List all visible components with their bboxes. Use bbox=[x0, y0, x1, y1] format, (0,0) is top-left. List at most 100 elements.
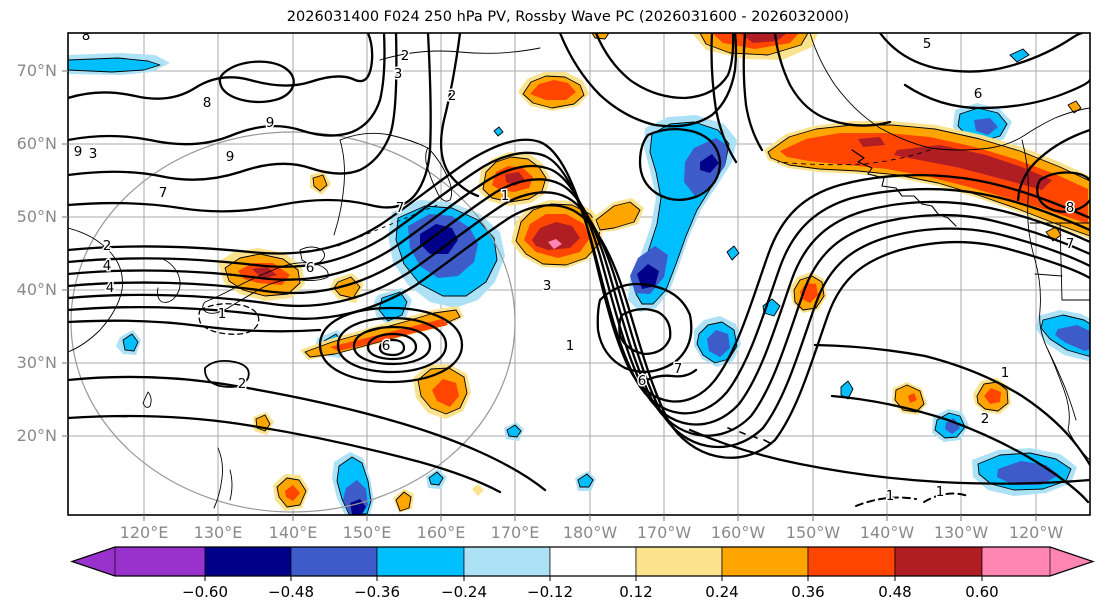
contour-label: 3 bbox=[394, 66, 403, 82]
anomaly-shading bbox=[518, 72, 589, 111]
contour-line bbox=[68, 33, 374, 100]
anomaly-layer bbox=[395, 491, 412, 512]
colorbar-segment bbox=[463, 546, 551, 577]
coastline bbox=[809, 33, 1090, 151]
colorbar-outline bbox=[70, 546, 1095, 577]
contour-label: 6 bbox=[638, 373, 647, 389]
anomaly-layer bbox=[532, 222, 580, 250]
contour-line bbox=[923, 492, 969, 503]
contour-line bbox=[855, 496, 917, 507]
anomaly-layer bbox=[984, 388, 1001, 404]
contour-line bbox=[439, 33, 480, 198]
coastline bbox=[299, 246, 325, 265]
coastline bbox=[142, 391, 152, 408]
anomaly-shading bbox=[504, 422, 524, 441]
colorbar-segment bbox=[635, 546, 723, 577]
colorbar-tick-label: 0.60 bbox=[965, 583, 998, 601]
colorbar-segment bbox=[807, 546, 896, 577]
anomaly-layer bbox=[428, 471, 444, 486]
contour-label: 1 bbox=[501, 188, 510, 204]
lon-tick-label: 130°W bbox=[934, 523, 989, 542]
anomaly-layer bbox=[378, 291, 408, 322]
contour-line bbox=[596, 282, 693, 373]
anomaly-layer bbox=[252, 267, 277, 279]
anomaly-layer bbox=[780, 133, 1088, 224]
contour-label: 4 bbox=[106, 280, 115, 296]
contour-line bbox=[1036, 171, 1090, 213]
contour-line bbox=[68, 151, 1090, 415]
contour-line bbox=[830, 394, 1090, 504]
lon-tick-label: 160°W bbox=[711, 523, 766, 542]
contour-label: 5 bbox=[923, 36, 932, 52]
anomaly-layer bbox=[1009, 48, 1030, 63]
coastline bbox=[425, 147, 453, 202]
colorbar-tick-label: −0.48 bbox=[268, 583, 314, 601]
contour-label: 4 bbox=[103, 258, 112, 274]
axes: 70°N 60°N 50°N 40°N 30°N 20°N 120°E 130°E 140°E 1… bbox=[17, 61, 1064, 542]
contour-line bbox=[1016, 128, 1090, 202]
contour-line bbox=[68, 375, 547, 492]
anomaly-shading bbox=[426, 469, 447, 489]
colorbar-segment bbox=[721, 546, 809, 577]
anomaly-shading bbox=[726, 245, 740, 261]
coastline bbox=[727, 427, 771, 444]
colorbar-tick-label: 0.24 bbox=[705, 583, 738, 601]
anomaly-layer bbox=[472, 484, 484, 496]
contour-label: 2 bbox=[103, 238, 112, 254]
lon-tick-label: 120°W bbox=[1009, 523, 1064, 542]
contour-line bbox=[710, 33, 738, 164]
coastline bbox=[777, 149, 931, 166]
contour-line bbox=[218, 60, 295, 104]
anomaly-shading bbox=[1036, 310, 1090, 361]
contour-line bbox=[366, 332, 418, 361]
colorbar-tick-label: 0.36 bbox=[791, 583, 824, 601]
colorbar-tick-label: −0.12 bbox=[527, 583, 573, 601]
anomaly-layer bbox=[68, 57, 161, 73]
lon-tick-label: 150°E bbox=[343, 523, 392, 542]
colorbar-tick-label: −0.60 bbox=[182, 583, 228, 601]
anomaly-shading bbox=[413, 364, 471, 419]
lon-tick-label: 160°E bbox=[417, 523, 466, 542]
anomaly-layer bbox=[548, 239, 562, 249]
anomaly-shading bbox=[764, 121, 1090, 240]
anomaly-layer bbox=[493, 126, 504, 137]
anomaly-shading bbox=[116, 330, 141, 355]
anomaly-shading bbox=[511, 200, 603, 268]
coastline bbox=[333, 139, 345, 236]
colorbar-tick-label: 0.12 bbox=[619, 583, 652, 601]
lon-tick-label: 180°W bbox=[563, 523, 618, 542]
contour-line bbox=[68, 33, 432, 213]
colorbar-under-arrow bbox=[72, 547, 115, 576]
contour-line bbox=[68, 33, 398, 181]
contour-line bbox=[688, 428, 1090, 485]
anomaly-layer bbox=[595, 201, 641, 231]
contour-label: 6 bbox=[382, 338, 391, 354]
contour-line bbox=[378, 338, 406, 357]
contour-label: 8 bbox=[82, 28, 91, 44]
anomaly-layer bbox=[122, 333, 139, 352]
anomaly-layer bbox=[894, 145, 1052, 190]
lon-tick-label: 130°E bbox=[194, 523, 243, 542]
contour-line bbox=[352, 325, 432, 366]
contour-label: 8 bbox=[203, 95, 212, 111]
contour-label: 9 bbox=[74, 144, 83, 160]
anomaly-shading bbox=[840, 380, 854, 400]
anomaly-layer bbox=[726, 245, 740, 261]
contour-label: 6 bbox=[306, 260, 315, 276]
lon-tick-label: 120°E bbox=[120, 523, 169, 542]
coastline bbox=[68, 227, 123, 353]
coastline bbox=[1059, 222, 1090, 301]
anomaly-layer bbox=[707, 330, 730, 357]
coastline bbox=[1047, 349, 1077, 421]
colorbar-tick-label: −0.36 bbox=[354, 583, 400, 601]
contour-label: 3 bbox=[89, 146, 98, 162]
colorbar-tick-label: 0.48 bbox=[878, 583, 911, 601]
colorbar-segment bbox=[290, 546, 378, 577]
colorbar: −0.60 −0.48 −0.36 −0.24 −0.12 0.12 0.24 0.36 0.4… bbox=[70, 546, 1095, 601]
anomaly-layer bbox=[420, 224, 458, 254]
contour-line bbox=[618, 307, 672, 356]
anomaly-shading bbox=[472, 484, 484, 496]
contour-label: 8 bbox=[1066, 200, 1075, 216]
